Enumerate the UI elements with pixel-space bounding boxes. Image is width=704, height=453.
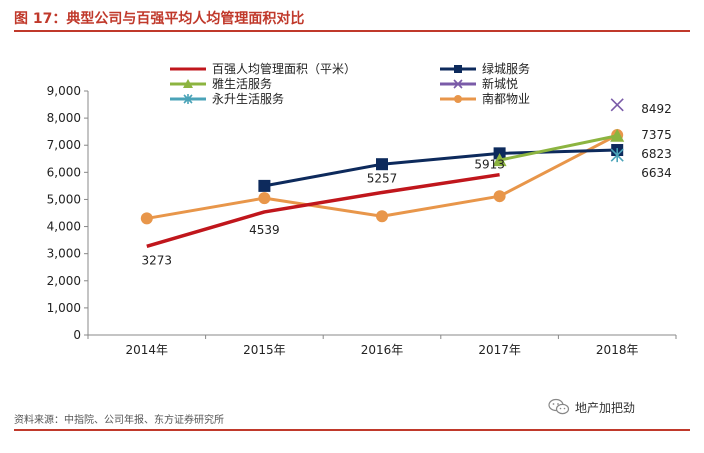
x-tick-label: 2018年 [596, 343, 639, 357]
legend-item: 绿城服务 [440, 61, 530, 76]
y-tick-label: 4,000 [47, 220, 81, 234]
chart-series [140, 98, 625, 248]
series-line [264, 148, 618, 188]
series-marker-asterisk [610, 148, 624, 163]
series-line [146, 172, 500, 248]
series-marker-square [376, 158, 388, 171]
legend-item: 永升生活服务 [170, 91, 284, 106]
series-marker-square [454, 65, 462, 73]
y-tick-label: 2,000 [47, 274, 81, 288]
data-label: 5913 [474, 158, 505, 172]
series-marker-triangle [610, 128, 625, 142]
x-tick-label: 2014年 [126, 343, 169, 357]
legend-item: 新城悦 [440, 76, 518, 91]
y-tick-label: 1,000 [47, 301, 81, 315]
series-marker-x [610, 98, 624, 112]
legend-label: 永升生活服务 [212, 91, 284, 106]
legend-label: 新城悦 [482, 76, 518, 91]
watermark: 地产加把劲 [548, 398, 635, 416]
source-note: 资料来源：中指院、公司年报、东方证券研究所 [14, 415, 224, 426]
series-line [499, 134, 618, 162]
legend-label: 绿城服务 [482, 61, 530, 76]
legend-item: 雅生活服务 [170, 76, 272, 91]
y-tick-label: 9,000 [47, 84, 81, 98]
wechat-icon [548, 398, 570, 415]
y-tick-label: 7,000 [47, 138, 81, 152]
bottom-divider [14, 429, 690, 431]
series-3 [610, 98, 624, 112]
data-label: 8492 [641, 102, 672, 116]
legend-label: 雅生活服务 [212, 76, 272, 91]
series-marker-square [258, 179, 271, 192]
series-marker-triangle [492, 153, 507, 167]
y-tick-label: 3,000 [47, 247, 81, 261]
series-marker-circle [258, 192, 271, 205]
series-marker-asterisk [183, 94, 193, 104]
legend-label: 南都物业 [482, 91, 530, 106]
series-2 [492, 128, 625, 167]
legend-item: 百强人均管理面积（平米） [170, 61, 356, 76]
y-tick-label: 6,000 [47, 165, 81, 179]
x-tick-label: 2016年 [361, 343, 404, 357]
data-label: 6634 [641, 166, 672, 180]
series-marker-circle [454, 95, 462, 103]
y-tick-label: 0 [73, 328, 81, 342]
series-0 [146, 172, 500, 248]
x-tick-label: 2017年 [478, 343, 521, 357]
series-marker-circle [140, 212, 153, 225]
chart-axes: 0 1,000 2,000 3,000 4,000 5,000 6,000 7,000 8,00… [47, 84, 677, 357]
figure-title: 图 17：典型公司与百强平均人均管理面积对比 [14, 11, 305, 27]
data-label: 5257 [367, 171, 398, 185]
series-marker-x [453, 79, 463, 89]
y-tick-label: 5,000 [47, 192, 81, 206]
series-4 [610, 148, 624, 163]
data-label: 6823 [641, 147, 672, 161]
data-label: 3273 [142, 253, 173, 267]
legend-item: 南都物业 [440, 91, 530, 106]
data-label: 7375 [641, 128, 672, 142]
data-label: 4539 [249, 223, 280, 237]
title-divider [14, 30, 690, 32]
y-tick-label: 8,000 [47, 111, 81, 125]
series-marker-circle [376, 210, 388, 223]
data-labels: 3273 4539 5257 5913 6823 8492 6634 7375 [142, 102, 672, 267]
series-marker-triangle [183, 79, 193, 88]
watermark-text: 地产加把劲 [575, 400, 636, 415]
x-tick-label: 2015年 [243, 343, 286, 357]
series-marker-circle [493, 190, 506, 203]
legend-label: 百强人均管理面积（平米） [212, 61, 356, 76]
